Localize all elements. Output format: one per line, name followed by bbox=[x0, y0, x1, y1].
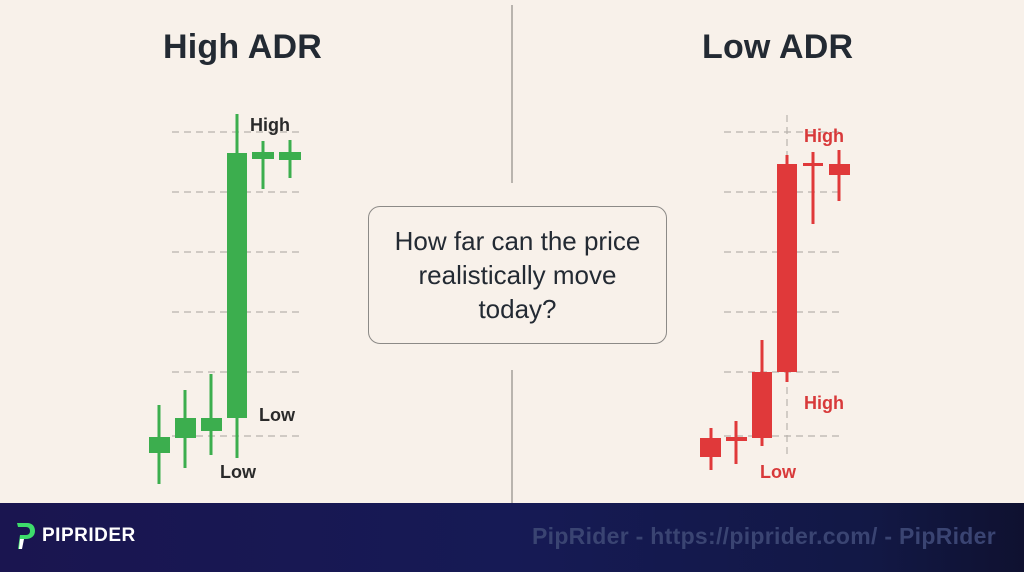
right-candles bbox=[700, 150, 850, 470]
piprider-logo[interactable]: PIPRIDER bbox=[14, 521, 136, 551]
left-label-low-body: Low bbox=[259, 405, 295, 425]
candlestick-charts bbox=[149, 114, 850, 484]
question-text: How far can the price realistically move… bbox=[394, 226, 641, 324]
center-divider-bottom bbox=[511, 370, 513, 503]
left-candles bbox=[149, 114, 301, 484]
title-low-adr: Low ADR bbox=[702, 28, 854, 66]
watermark-text: PipRider - https://piprider.com/ - PipRi… bbox=[532, 523, 996, 549]
right-label-high-mid: High bbox=[804, 393, 844, 413]
left-label-high: High bbox=[250, 115, 290, 135]
right-gridlines bbox=[724, 115, 842, 455]
diagram-canvas: High ADR Low ADR bbox=[149, 5, 854, 503]
piprider-logo-icon bbox=[17, 523, 35, 549]
right-label-high-top: High bbox=[804, 126, 844, 146]
left-label-low-wick: Low bbox=[220, 462, 256, 482]
center-divider-top bbox=[511, 5, 513, 183]
footer-banner: PIPRIDER PipRider - https://piprider.com… bbox=[0, 503, 1024, 572]
brand-name: PIPRIDER bbox=[42, 525, 136, 546]
right-label-low: Low bbox=[760, 462, 796, 482]
question-box: How far can the price realistically move… bbox=[368, 206, 667, 344]
title-high-adr: High ADR bbox=[163, 28, 322, 66]
